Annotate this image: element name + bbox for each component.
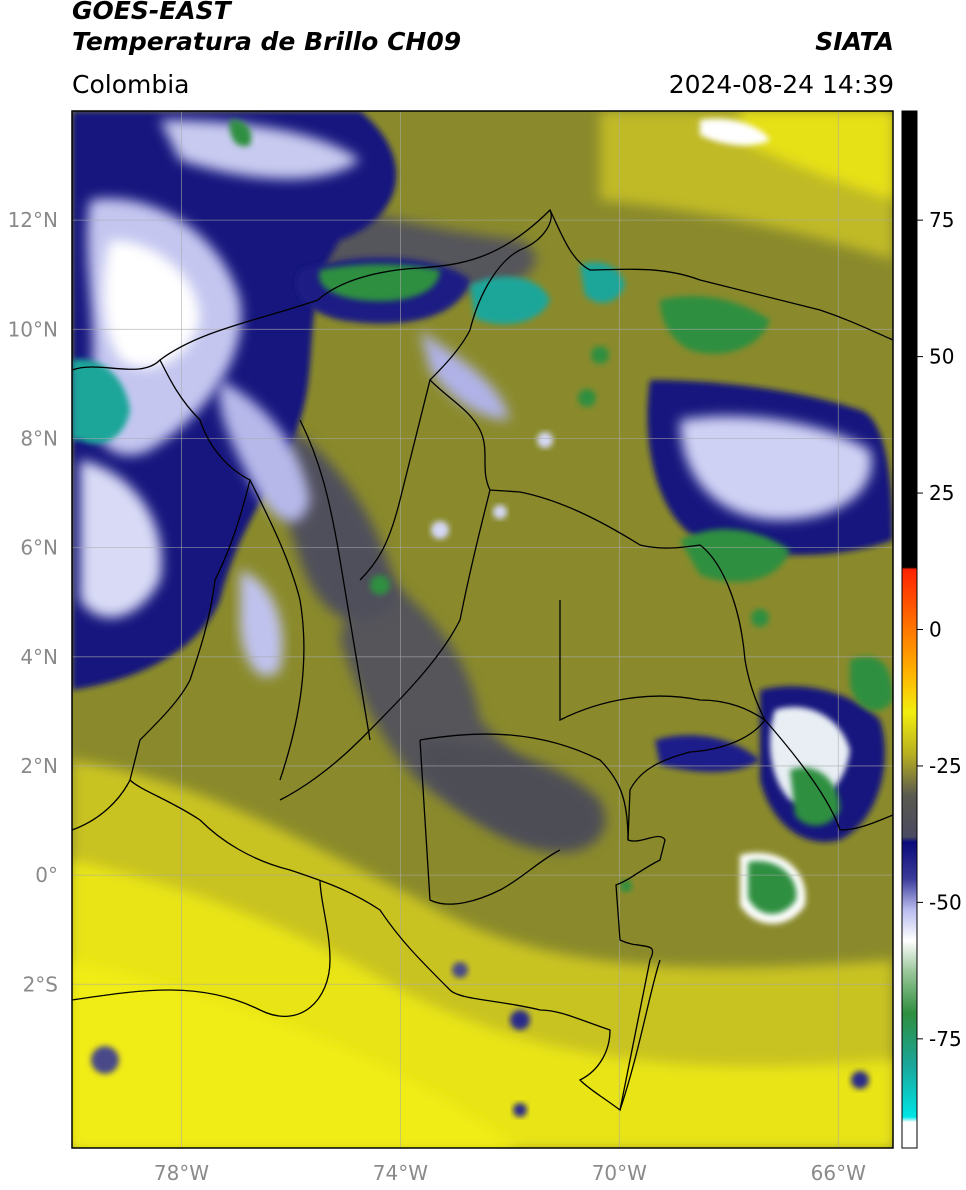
dept-border-5 (299, 419, 371, 741)
colorbar-tick-label: 75 (929, 208, 954, 232)
lat-tick-label: 0° (35, 863, 58, 887)
region-label: Colombia (72, 70, 190, 99)
satellite-imagery (72, 111, 893, 1148)
lon-tick-label: 66°W (811, 1161, 866, 1185)
colombia-border (129, 208, 766, 1112)
lon-tick-label: 70°W (592, 1161, 647, 1185)
map-frame (71, 110, 894, 1149)
lat-tick-label: 6°N (20, 536, 58, 560)
dept-border-3 (559, 600, 766, 722)
dept-border-7 (359, 379, 431, 581)
product-title: Temperatura de Brillo CH09 (72, 27, 462, 56)
longitude-axis: 78°W 74°W 70°W 66°W (154, 1161, 866, 1185)
lat-tick-label: 2°N (20, 754, 58, 778)
dept-border-6 (249, 479, 305, 781)
lat-tick-label: 8°N (20, 426, 58, 450)
lat-tick-label: 4°N (20, 645, 58, 669)
colorbar-tick-label: -75 (929, 1027, 962, 1051)
venezuela-border (549, 209, 893, 341)
brazil-border (619, 959, 661, 1111)
dept-border-1 (419, 739, 561, 905)
dept-border-2 (419, 733, 629, 841)
colorbar (902, 111, 917, 1148)
lat-tick-label: 2°S (23, 972, 58, 996)
colorbar-tick-label: 25 (929, 481, 954, 505)
colorbar-tick-label: 0 (929, 618, 942, 642)
colorbar-tick-label: 50 (929, 345, 954, 369)
dept-border-4 (279, 489, 491, 801)
country-borders (72, 208, 893, 1112)
timestamp-label: 2024-08-24 14:39 (668, 70, 894, 99)
latitude-axis: 12°N 10°N 8°N 6°N 4°N 2°N 0° 2°S (8, 208, 58, 996)
peru-border (72, 879, 331, 1017)
lat-tick-label: 12°N (8, 208, 58, 232)
colorbar-tick-label: -50 (929, 890, 962, 914)
lon-tick-label: 78°W (154, 1161, 209, 1185)
colorbar-tick-label: -25 (929, 754, 962, 778)
colorbar-ticks: 75 50 25 0 -25 -50 -75 (917, 208, 962, 1051)
graticule (72, 111, 893, 1148)
lat-tick-label: 10°N (8, 317, 58, 341)
panama-border (72, 359, 161, 371)
ecuador-border (72, 779, 131, 831)
brand-label: SIATA (815, 27, 894, 56)
guyana-border (764, 719, 893, 831)
satellite-title: GOES-EAST (72, 0, 231, 25)
lon-tick-label: 74°W (373, 1161, 428, 1185)
